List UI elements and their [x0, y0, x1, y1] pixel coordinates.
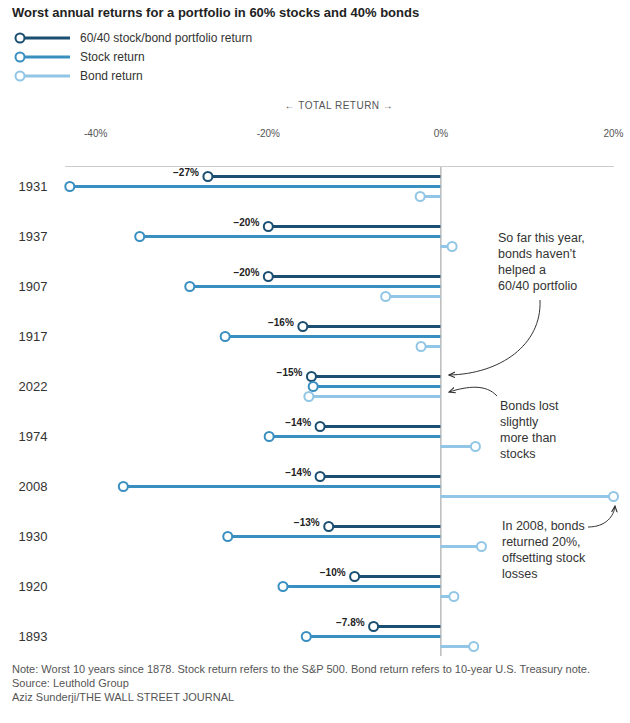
html-text:stocks: stocks — [500, 447, 536, 461]
html-text:Bonds lost: Bonds lost — [500, 399, 559, 413]
html-text:Note: Worst 10 years since 187: Note: Worst 10 years since 1878. Stock r… — [12, 663, 590, 675]
svg-text:−16%: −16% — [268, 317, 294, 328]
html-text:Aziz Sunderji/THE WALL STREET: Aziz Sunderji/THE WALL STREET JOURNAL — [12, 691, 235, 703]
svg-text:−27%: −27% — [173, 167, 199, 178]
html-text:more than: more than — [500, 431, 557, 445]
svg-text:1937: 1937 — [19, 229, 48, 244]
svg-text:−20%: −20% — [233, 217, 259, 228]
html-text:bonds haven’t: bonds haven’t — [498, 247, 576, 261]
html-text:returned 20%,: returned 20%, — [502, 535, 581, 549]
svg-text:1930: 1930 — [19, 529, 48, 544]
svg-text:−14%: −14% — [285, 417, 311, 428]
svg-text:20%: 20% — [603, 128, 623, 139]
svg-text:1920: 1920 — [19, 579, 48, 594]
html-text:Worst annual returns for a por: Worst annual returns for a portfolio in … — [12, 5, 420, 20]
svg-text:−7.8%: −7.8% — [336, 617, 365, 628]
html-text:Source: Leuthold Group: Source: Leuthold Group — [12, 677, 129, 689]
html-text:offsetting stock: offsetting stock — [502, 551, 586, 565]
svg-text:−13%: −13% — [294, 517, 320, 528]
html-text:Stock return: Stock return — [80, 49, 145, 64]
svg-text:2022: 2022 — [19, 379, 48, 394]
svg-text:2008: 2008 — [19, 479, 48, 494]
svg-text:0%: 0% — [434, 128, 449, 139]
html-text:helped a: helped a — [498, 263, 546, 277]
svg-text:1917: 1917 — [19, 329, 48, 344]
svg-text:−14%: −14% — [285, 467, 311, 478]
html-text:60/40 stock/bond portfolio ret: 60/40 stock/bond portfolio return — [80, 30, 253, 45]
svg-text:1931: 1931 — [19, 179, 48, 194]
html-text:In 2008, bonds: In 2008, bonds — [502, 519, 585, 533]
html-text:So far this year,: So far this year, — [498, 231, 585, 245]
svg-text:1907: 1907 — [19, 279, 48, 294]
html-text:losses: losses — [502, 567, 538, 581]
svg-text:−10%: −10% — [320, 567, 346, 578]
html-text:slightly: slightly — [500, 415, 539, 429]
svg-text:1974: 1974 — [19, 429, 48, 444]
svg-text:−20%: −20% — [233, 267, 259, 278]
html-text:60/40 portfolio: 60/40 portfolio — [498, 279, 578, 293]
svg-text:-20%: -20% — [257, 128, 280, 139]
svg-text:-40%: -40% — [84, 128, 107, 139]
html-text:← TOTAL RETURN →: ← TOTAL RETURN → — [284, 100, 394, 111]
svg-text:−15%: −15% — [277, 367, 303, 378]
svg-text:1893: 1893 — [19, 629, 48, 644]
html-text:Bond return: Bond return — [80, 68, 143, 83]
